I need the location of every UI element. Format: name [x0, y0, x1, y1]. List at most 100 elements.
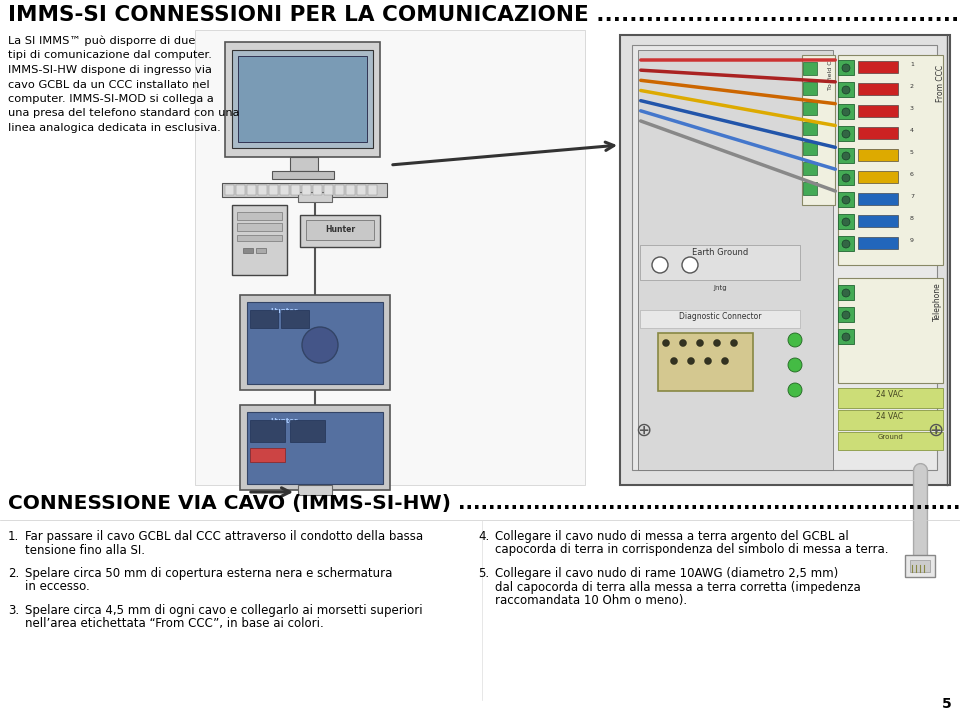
- Bar: [803, 162, 817, 175]
- Text: in eccesso.: in eccesso.: [25, 580, 89, 594]
- Text: ⊕: ⊕: [635, 420, 651, 439]
- Bar: [858, 105, 898, 117]
- Bar: [368, 185, 377, 195]
- Bar: [335, 185, 344, 195]
- Circle shape: [788, 358, 802, 372]
- Text: Spelare circa 4,5 mm di ogni cavo e collegarlo ai morsetti superiori: Spelare circa 4,5 mm di ogni cavo e coll…: [25, 604, 422, 617]
- Bar: [256, 248, 266, 253]
- Bar: [272, 171, 334, 179]
- Text: 1.: 1.: [8, 530, 19, 543]
- Bar: [302, 185, 311, 195]
- Text: 4.: 4.: [478, 530, 490, 543]
- Bar: [225, 185, 234, 195]
- Bar: [858, 83, 898, 95]
- Bar: [838, 278, 943, 383]
- Bar: [324, 185, 333, 195]
- Text: Collegare il cavo nudo di messa a terra argento del GCBL al: Collegare il cavo nudo di messa a terra …: [495, 530, 849, 543]
- Bar: [280, 185, 289, 195]
- Bar: [306, 220, 374, 240]
- Bar: [640, 245, 800, 280]
- Bar: [858, 237, 898, 249]
- Text: 2: 2: [910, 84, 914, 89]
- Bar: [250, 448, 285, 462]
- Bar: [638, 50, 833, 470]
- Text: 1: 1: [910, 62, 914, 67]
- Bar: [269, 185, 278, 195]
- Circle shape: [670, 358, 678, 365]
- Text: cavo GCBL da un CCC installato nel: cavo GCBL da un CCC installato nel: [8, 80, 209, 90]
- Bar: [838, 148, 854, 163]
- Bar: [658, 333, 753, 391]
- Text: Hunter: Hunter: [270, 418, 298, 424]
- Text: Far passare il cavo GCBL dal CCC attraverso il condotto della bassa: Far passare il cavo GCBL dal CCC attrave…: [25, 530, 423, 543]
- Bar: [838, 410, 943, 430]
- Bar: [258, 185, 267, 195]
- Circle shape: [697, 339, 704, 346]
- Bar: [240, 405, 390, 490]
- Text: Telephone: Telephone: [933, 282, 942, 321]
- Bar: [838, 192, 854, 207]
- Text: tipi di comunicazione dal computer.: tipi di comunicazione dal computer.: [8, 50, 212, 60]
- Text: una presa del telefono standard con una: una presa del telefono standard con una: [8, 109, 239, 119]
- Text: linea analogica dedicata in esclusiva.: linea analogica dedicata in esclusiva.: [8, 123, 221, 133]
- Bar: [858, 127, 898, 139]
- Text: IMMS-SI-HW dispone di ingresso via: IMMS-SI-HW dispone di ingresso via: [8, 65, 212, 75]
- Text: 9: 9: [910, 238, 914, 243]
- Circle shape: [713, 339, 721, 346]
- Circle shape: [842, 218, 850, 226]
- Circle shape: [842, 311, 850, 319]
- Circle shape: [842, 196, 850, 204]
- Circle shape: [302, 327, 338, 363]
- Bar: [237, 212, 282, 220]
- Bar: [858, 193, 898, 205]
- Text: From CCC: From CCC: [936, 65, 945, 102]
- Bar: [300, 215, 380, 247]
- Text: 5: 5: [910, 150, 914, 155]
- Bar: [291, 185, 300, 195]
- Circle shape: [731, 339, 737, 346]
- Bar: [247, 185, 256, 195]
- Circle shape: [662, 339, 669, 346]
- Text: Spelare circa 50 mm di copertura esterna nera e schermatura: Spelare circa 50 mm di copertura esterna…: [25, 567, 393, 580]
- Bar: [237, 223, 282, 231]
- Circle shape: [842, 240, 850, 248]
- Circle shape: [788, 333, 802, 347]
- Text: computer. IMMS-SI-MOD si collega a: computer. IMMS-SI-MOD si collega a: [8, 94, 214, 104]
- Bar: [236, 185, 245, 195]
- Bar: [858, 171, 898, 183]
- Text: dal capocorda di terra alla messa a terra corretta (impedenza: dal capocorda di terra alla messa a terr…: [495, 580, 861, 594]
- Bar: [222, 183, 387, 197]
- Bar: [838, 285, 854, 300]
- Bar: [838, 170, 854, 185]
- Circle shape: [842, 108, 850, 116]
- Text: 6: 6: [910, 172, 914, 177]
- Text: La SI IMMS™ può disporre di due: La SI IMMS™ può disporre di due: [8, 36, 196, 46]
- Bar: [905, 555, 935, 577]
- Bar: [290, 420, 325, 442]
- Bar: [838, 104, 854, 119]
- Bar: [803, 62, 817, 75]
- Bar: [802, 55, 835, 205]
- Text: 5.: 5.: [478, 567, 490, 580]
- Circle shape: [705, 358, 711, 365]
- Bar: [838, 60, 854, 75]
- Circle shape: [842, 152, 850, 160]
- Bar: [225, 42, 380, 157]
- Circle shape: [788, 383, 802, 397]
- Text: CONNESSIONE VIA CAVO (IMMS-SI-HW) ..............................................: CONNESSIONE VIA CAVO (IMMS-SI-HW) ......…: [8, 494, 960, 513]
- Bar: [240, 295, 390, 390]
- Circle shape: [842, 130, 850, 138]
- Text: 7: 7: [910, 194, 914, 199]
- Text: 4: 4: [910, 128, 914, 133]
- Bar: [838, 214, 854, 229]
- Bar: [858, 215, 898, 227]
- Circle shape: [842, 333, 850, 341]
- Bar: [803, 102, 817, 115]
- Bar: [195, 30, 585, 485]
- Bar: [838, 307, 854, 322]
- Bar: [803, 82, 817, 95]
- Circle shape: [842, 174, 850, 182]
- Bar: [290, 157, 318, 171]
- Bar: [281, 310, 309, 328]
- Text: IMMS-SI CONNESSIONI PER LA COMUNICAZIONE .......................................: IMMS-SI CONNESSIONI PER LA COMUNICAZIONE…: [8, 5, 960, 25]
